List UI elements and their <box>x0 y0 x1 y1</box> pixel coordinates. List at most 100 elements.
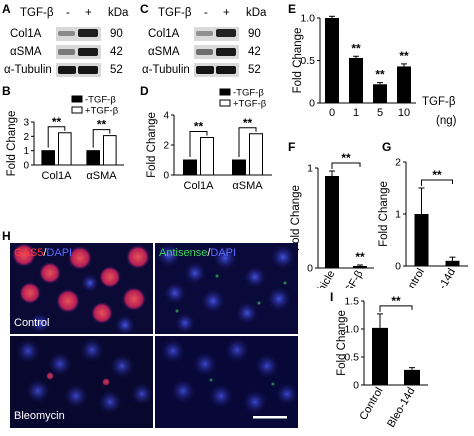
chart-E-xlabel-2: (ng) <box>436 115 457 127</box>
chart-D-ytick-label: 4 <box>163 111 169 122</box>
chart-E-xtick-label: 1 <box>353 107 359 119</box>
panel-i-chart: I 0 0.5 1.0 1.5 Fold Change Control Bleo-14d ** <box>330 287 474 431</box>
panel-letter-a: A <box>2 2 11 16</box>
chart-E-bar <box>325 18 339 103</box>
panel-a-blot: A TGF-β - + kDa Col1A αSMA α-Tubulin 90 … <box>0 0 150 80</box>
chart-G-bar <box>414 214 429 266</box>
chart-E-ytick-label: 0 <box>309 98 315 110</box>
channel-dapi2-text: DAPI <box>210 247 237 259</box>
chart-F-sig-bracket <box>331 162 361 169</box>
chart-D-bar-minus <box>232 159 246 176</box>
chart-B-legend-swatch <box>71 95 83 103</box>
blot-a-row1-band-minus <box>58 31 75 36</box>
chart-F-ylabel: Fold Change <box>290 185 302 251</box>
chart-I-ylabel: Fold Change <box>336 310 348 376</box>
chart-I-bar <box>372 327 388 385</box>
blot-c-row3-name: α-Tubulin <box>142 64 190 76</box>
chart-B-ytick-label: 1 <box>23 146 29 157</box>
micrograph-bleomycin-gas5: Bleomycin <box>10 336 153 428</box>
micrograph-control-label: Control <box>14 317 50 329</box>
blot-a-row3-band-plus <box>78 66 98 74</box>
blot-a-row2-band-minus <box>58 49 75 55</box>
chart-I-xtick-label: Bleo-14d <box>385 386 417 430</box>
panel-letter-c: C <box>140 2 149 16</box>
chart-E-sig-stars: ** <box>375 68 385 82</box>
panel-letter-b: B <box>2 84 11 98</box>
chart-D-ytick-label: 0 <box>163 171 169 182</box>
chart-I-xtick-label: Control <box>357 386 385 423</box>
chart-G-ylabel: Fold Change <box>378 181 390 247</box>
blot-a-plus: + <box>85 7 92 19</box>
panel-e-chart: E 0 0.5 1.0 Fold Change 0 ** 1 ** 5 ** 10 TGF-β (ng) <box>288 0 474 135</box>
chart-I-ytick-label: 0 <box>353 380 359 392</box>
panel-h: H <box>0 228 300 431</box>
blot-a-unit: kDa <box>108 7 129 19</box>
chart-D-sig-bracket <box>189 131 208 157</box>
chart-B-bar-plus <box>58 132 72 166</box>
chart-B-ytick-label: 0 <box>23 161 29 172</box>
chart-B-ylabel: Fold Change <box>6 111 18 177</box>
scale-bar <box>253 416 287 419</box>
blot-a-minus: - <box>66 7 70 19</box>
chart-E-ytick-label: 0.5 <box>300 55 315 67</box>
blot-c-row3-band-plus <box>216 66 236 74</box>
chart-b-svg: B 0 1 2 3 Fold Change ** Col1A ** αSMA -TGF-β+TGF… <box>2 84 124 182</box>
chart-E-xlabel-1: TGF-β <box>422 96 456 108</box>
chart-D-bar-plus <box>249 133 263 176</box>
chart-i-svg: I 0 0.5 1.0 1.5 Fold Change Control Bleo-14d ** <box>330 290 428 430</box>
chart-D-bar-plus <box>200 137 214 176</box>
chart-F-ytick-label: 1 <box>307 163 313 175</box>
micrograph-gas5-channel-label: GAS5/DAPI <box>14 247 72 259</box>
micrograph-control-gas5: GAS5/DAPI Control <box>10 243 153 334</box>
micrograph-control-gas5-art <box>12 243 150 334</box>
chart-D-legend-label: +TGF-β <box>233 99 267 110</box>
blot-c-minus: - <box>204 7 208 19</box>
chart-E-xtick-label: 0 <box>329 107 335 119</box>
chart-D-ylabel: Fold Change <box>146 112 158 178</box>
blot-a-row1-name: Col1A <box>10 28 42 40</box>
chart-B-bar-minus <box>41 150 56 166</box>
chart-E-sig-stars: ** <box>399 49 409 63</box>
chart-D-bar-minus <box>183 159 197 176</box>
blot-c-row1-band-minus <box>196 31 213 36</box>
chart-D-sig-stars: ** <box>243 116 253 130</box>
chart-F-sig-stars: ** <box>355 250 365 264</box>
channel-sep-text: / <box>43 247 47 259</box>
blot-a-svg: A TGF-β - + kDa Col1A αSMA α-Tubulin 90 … <box>2 2 129 77</box>
blot-c-treatment-label: TGF-β <box>158 7 192 19</box>
blot-c-row2-band-plus <box>216 48 236 56</box>
chart-B-sig-bracket <box>92 129 111 148</box>
panel-letter-e: E <box>288 2 296 16</box>
chart-B-sig-stars: ** <box>97 118 107 132</box>
blot-a-row3-band-minus <box>58 66 76 74</box>
blot-a-row2-kda: 42 <box>110 46 123 58</box>
panel-d-chart: D 0 2 4 Fold Change ** Col1A ** αSMA -TGF-β +TGF-… <box>138 82 288 212</box>
chart-D-xtick-label: αSMA <box>232 180 263 192</box>
panel-letter-d: D <box>140 84 149 98</box>
chart-F-bar <box>353 266 367 268</box>
micrograph-bleomycin-antisense <box>155 336 298 428</box>
panel-c-blot: C TGF-β - + kDa Col1A αSMA α-Tubulin 90 … <box>138 0 288 80</box>
chart-B-xtick-label: αSMA <box>86 170 117 182</box>
chart-F-sig-bracket-stars: ** <box>341 151 351 165</box>
chart-I-sig-bracket-stars: ** <box>391 294 401 308</box>
chart-B-legend-swatch <box>71 106 83 114</box>
chart-I-ytick-label: 0.5 <box>344 352 359 364</box>
channel-antisense-text: Antisense <box>159 247 208 259</box>
chart-G-ytick-label: 2 <box>395 157 401 169</box>
blot-a-row1-band-plus <box>78 29 98 37</box>
blot-a-row3-name: α-Tubulin <box>4 64 52 76</box>
panel-letter-g: G <box>382 140 391 154</box>
blot-a-row2-name: αSMA <box>10 46 42 58</box>
blot-c-unit: kDa <box>246 7 267 19</box>
chart-B-bar-plus <box>103 135 117 166</box>
blot-c-row3-kda: 52 <box>248 64 261 76</box>
panel-letter-i: I <box>330 290 333 304</box>
chart-E-bar <box>397 66 411 103</box>
micrograph-control-antisense: Antisense/DAPI <box>155 243 298 334</box>
micrograph-bleomycin-gas5-art <box>16 338 153 414</box>
chart-E-sig-stars: ** <box>351 41 361 55</box>
chart-E-xtick-label: 5 <box>377 107 383 119</box>
chart-G-sig-bracket <box>421 179 453 186</box>
